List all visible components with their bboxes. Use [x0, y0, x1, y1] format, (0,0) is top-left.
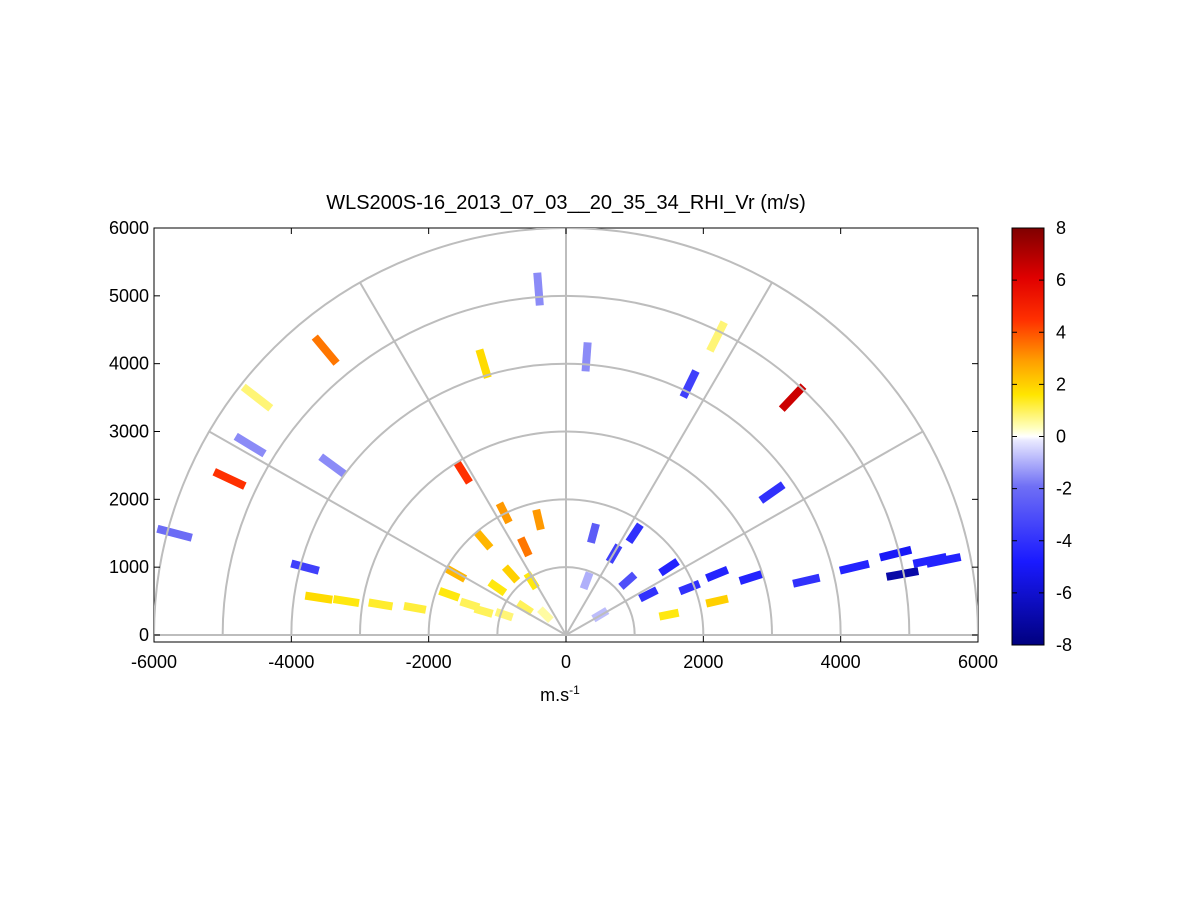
- colorbar-tick-label: -8: [1056, 635, 1072, 655]
- y-tick-label: 6000: [109, 218, 149, 238]
- data-cell: [318, 453, 347, 478]
- x-tick-label: 2000: [683, 652, 723, 672]
- data-cell: [438, 587, 461, 602]
- data-cell: [925, 553, 962, 568]
- data-cell: [658, 608, 680, 621]
- data-cell: [290, 559, 320, 575]
- data-cell: [879, 545, 913, 562]
- data-cell: [579, 571, 594, 591]
- data-cell: [368, 598, 394, 611]
- data-cell: [678, 579, 701, 596]
- data-cell: [473, 604, 494, 618]
- y-tick-label: 3000: [109, 422, 149, 442]
- colorbar-tick-label: 8: [1056, 218, 1066, 238]
- y-tick-label: 4000: [109, 354, 149, 374]
- data-cell: [618, 571, 638, 590]
- y-tick-label: 2000: [109, 489, 149, 509]
- data-cell: [706, 320, 728, 353]
- data-cell: [311, 334, 340, 366]
- data-cell: [537, 606, 554, 623]
- data-cell: [487, 578, 508, 597]
- data-cell: [587, 522, 600, 544]
- colorbar-tick-label: 0: [1056, 427, 1066, 447]
- data-cell: [625, 522, 644, 545]
- x-axis-label: m.s-1: [540, 683, 580, 705]
- data-cell: [778, 383, 807, 412]
- radial-spoke: [565, 282, 773, 636]
- y-tick-label: 0: [139, 625, 149, 645]
- data-cell: [233, 432, 267, 458]
- data-cell: [705, 565, 730, 582]
- data-cell: [475, 348, 492, 379]
- x-tick-label: -2000: [406, 652, 452, 672]
- x-tick-label: -4000: [268, 652, 314, 672]
- data-cell: [501, 564, 521, 584]
- x-tick-label: 6000: [958, 652, 998, 672]
- polar-grid: [154, 228, 978, 636]
- data-cell: [515, 599, 534, 616]
- data-cell: [304, 591, 333, 604]
- data-cell: [705, 594, 729, 608]
- data-cell: [758, 481, 786, 504]
- data-cell: [212, 468, 247, 490]
- colorbar-tick-label: 2: [1056, 374, 1066, 394]
- colorbar-tick-label: 6: [1056, 270, 1066, 290]
- x-tick-label: -6000: [131, 652, 177, 672]
- colorbar-tick-label: -6: [1056, 583, 1072, 603]
- chart-title: WLS200S-16_2013_07_03__20_35_34_RHI_Vr (…: [326, 192, 806, 214]
- data-cell: [494, 608, 514, 622]
- data-cell: [792, 573, 821, 588]
- data-cell: [403, 601, 427, 614]
- x-axis: -6000 -4000 -2000 0 2000 4000 6000: [131, 228, 998, 672]
- data-cell: [473, 529, 494, 551]
- data-cell: [240, 383, 274, 412]
- y-axis: 0 1000 2000 3000 4000 5000 6000: [109, 218, 978, 645]
- data-cell: [885, 567, 920, 581]
- colorbar-ticks: 8 6 4 2 0 -2 -4 -6 -8: [1012, 218, 1072, 655]
- x-tick-label: 0: [561, 652, 571, 672]
- radial-spoke: [565, 430, 924, 636]
- data-cell: [658, 558, 680, 577]
- data-cell: [532, 508, 545, 531]
- y-tick-label: 5000: [109, 286, 149, 306]
- colorbar-tick-label: 4: [1056, 322, 1066, 342]
- data-cell: [638, 586, 659, 603]
- x-tick-label: 4000: [821, 652, 861, 672]
- colorbar-tick-label: -2: [1056, 479, 1072, 499]
- data-cell: [738, 569, 765, 585]
- data-cell: [332, 595, 360, 608]
- y-tick-label: 1000: [109, 557, 149, 577]
- data-cell: [523, 571, 540, 591]
- colorbar: [1011, 227, 1045, 646]
- colorbar-tick-label: -4: [1056, 531, 1072, 551]
- data-cell: [517, 536, 533, 558]
- radial-spoke: [208, 430, 567, 636]
- radial-spoke: [359, 282, 567, 636]
- data-cell: [838, 559, 870, 575]
- data-cell: [453, 459, 473, 485]
- data-cell: [156, 524, 193, 542]
